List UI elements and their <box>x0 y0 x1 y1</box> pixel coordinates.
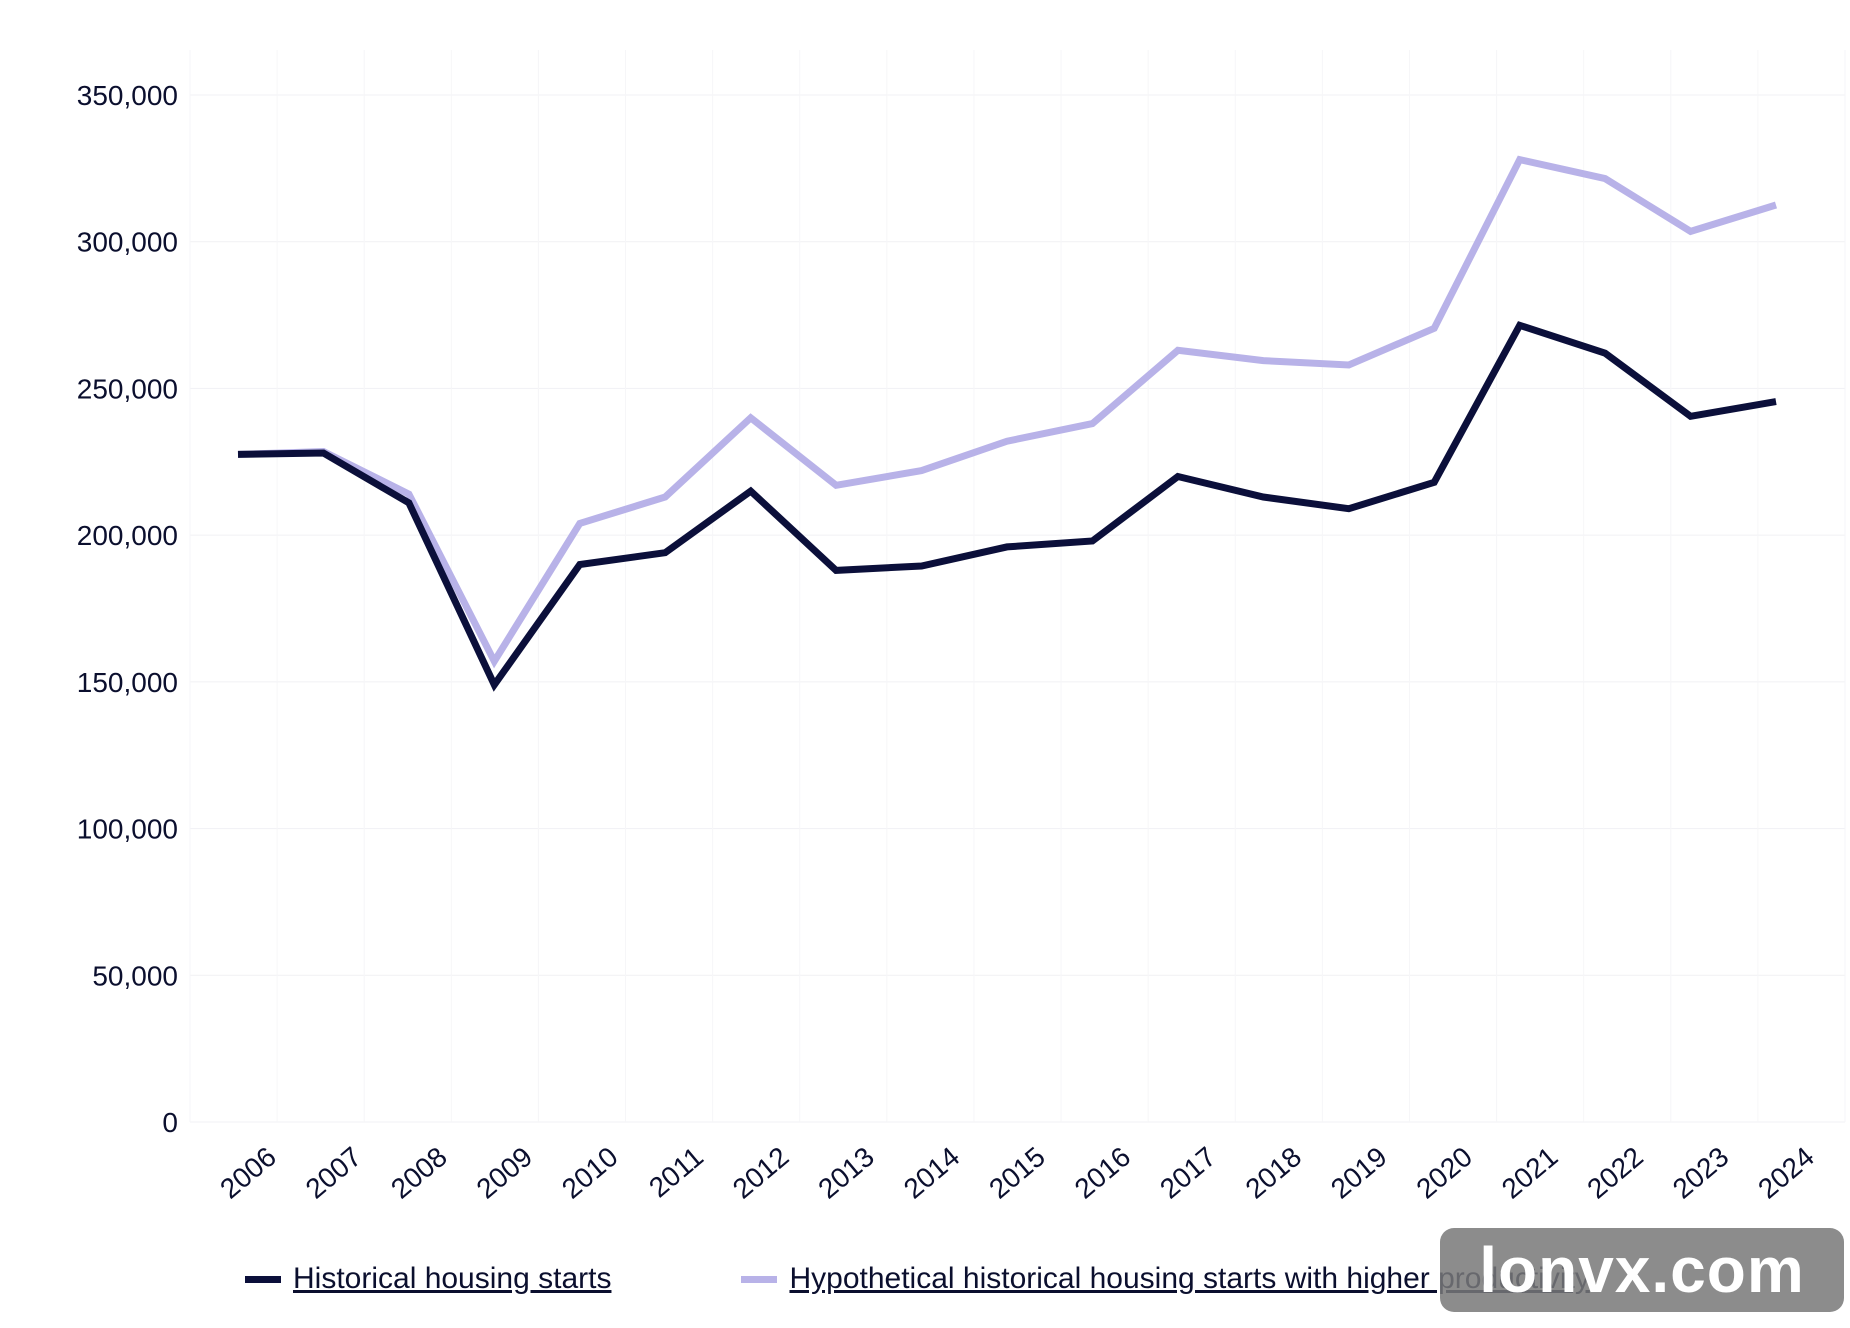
y-tick-label: 300,000 <box>77 227 178 258</box>
y-axis: 0 50,000 100,000 150,000 200,000 250,000 300,0… <box>77 80 178 1138</box>
y-tick-label: 250,000 <box>77 373 178 404</box>
x-tick-label: 2020 <box>1410 1141 1478 1205</box>
x-tick-label: 2016 <box>1069 1141 1137 1205</box>
grid-lines <box>189 50 1846 1123</box>
x-tick-label: 2008 <box>385 1141 453 1205</box>
y-tick-label: 100,000 <box>77 814 178 845</box>
x-tick-label: 2018 <box>1240 1141 1308 1205</box>
line-chart: 0 50,000 100,000 150,000 200,000 250,000 300,0… <box>76 50 1846 1205</box>
y-tick-label: 350,000 <box>77 80 178 111</box>
x-tick-label: 2024 <box>1752 1141 1820 1205</box>
x-tick-label: 2021 <box>1496 1141 1564 1205</box>
legend-swatch-hypothetical <box>741 1275 778 1283</box>
legend-label-historical: Historical housing starts <box>293 1262 612 1295</box>
x-tick-label: 2017 <box>1154 1141 1222 1205</box>
x-tick-label: 2012 <box>727 1141 795 1205</box>
x-tick-label: 2014 <box>898 1141 966 1205</box>
watermark: lonvx.com <box>1440 1228 1844 1312</box>
x-tick-label: 2010 <box>556 1141 624 1205</box>
x-tick-label: 2023 <box>1667 1141 1735 1205</box>
x-tick-label: 2007 <box>300 1141 368 1205</box>
y-tick-label: 150,000 <box>77 667 178 698</box>
legend-item-historical[interactable]: Historical housing starts <box>245 1262 611 1296</box>
series-line-historical <box>237 321 1777 692</box>
series-lines <box>237 155 1778 692</box>
legend-swatch-historical <box>245 1275 281 1283</box>
x-tick-label: 2019 <box>1325 1141 1393 1205</box>
x-tick-label: 2006 <box>214 1141 282 1205</box>
x-tick-label: 2015 <box>983 1141 1051 1205</box>
x-tick-label: 2011 <box>643 1141 709 1203</box>
y-tick-label: 0 <box>162 1107 178 1138</box>
y-tick-label: 50,000 <box>92 960 178 991</box>
y-tick-label: 200,000 <box>77 520 178 551</box>
x-tick-label: 2022 <box>1581 1141 1649 1205</box>
x-tick-label: 2013 <box>812 1141 880 1205</box>
x-tick-label: 2009 <box>471 1141 539 1205</box>
legend: Historical housing starts Hypothetical h… <box>245 1262 1590 1296</box>
series-line-hypothetical <box>237 155 1778 669</box>
x-axis: 2006 2007 2008 2009 2010 2011 2012 2013 2014 2015… <box>214 1141 1820 1205</box>
